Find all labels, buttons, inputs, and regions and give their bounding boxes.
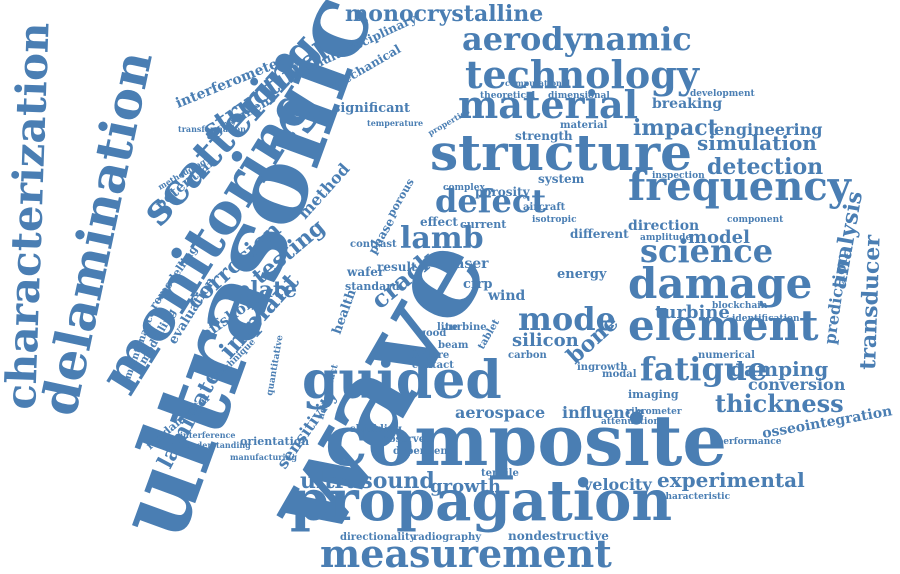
word-dependent: dependent (393, 446, 453, 457)
word-cfrp: cfrp (463, 277, 492, 292)
word-vibrometer: vibrometer (625, 407, 682, 417)
word-modal: modal (602, 369, 637, 380)
word-temperature: temperature (367, 118, 423, 128)
word-aircraft: aircraft (523, 202, 566, 213)
word-simulation: simulation (697, 131, 817, 155)
word-current: current (460, 218, 507, 231)
word-identification: identification (732, 314, 800, 324)
word-porous: porous (384, 176, 416, 219)
word-fatigue: fatigue (640, 350, 767, 388)
word-mode: mode (518, 300, 616, 338)
word-engineering: engineering (714, 120, 822, 139)
word-characteristic: characteristic (660, 492, 731, 502)
word-good: good (419, 328, 446, 339)
word-material: material (458, 82, 638, 127)
word-silicon: silicon (512, 330, 579, 351)
word-theoretical: theoretical (480, 91, 536, 101)
word-significant: significant (333, 101, 410, 116)
word-experimental: experimental (657, 468, 805, 492)
word-contact: contact (412, 360, 454, 371)
word-interference: interference (180, 430, 235, 440)
word-contrast: contrast (350, 239, 397, 250)
word-failure: failure (412, 350, 449, 361)
word-dimensional: dimensional (548, 91, 610, 101)
word-observed: observed (382, 434, 432, 445)
word-monocrystalline: monocrystalline (345, 1, 543, 27)
word-carbon: carbon (508, 350, 547, 361)
word-growth: growth (430, 476, 501, 497)
word-inspection: inspection (652, 171, 705, 181)
word-orientation: orientation (240, 435, 309, 448)
word-influence: influence (562, 403, 645, 422)
word-breaking: breaking (652, 96, 722, 112)
word-science: science (640, 232, 773, 270)
word-strength: strength (515, 129, 573, 143)
word-understanding: understanding (185, 440, 251, 450)
word-thickness: thickness (715, 389, 844, 418)
word-measurement: measurement (320, 531, 612, 574)
word-imaging: imaging (628, 388, 679, 401)
word-computational: computational (505, 78, 570, 88)
word-turbine-small: turbine (445, 322, 487, 333)
word-direction: direction (628, 218, 699, 234)
word-shielding: shielding (350, 424, 402, 435)
word-radiography: radiography (413, 532, 482, 543)
word-tensile: tensile (481, 468, 519, 479)
word-transducer: transducer (855, 234, 886, 370)
word-line: line (437, 322, 458, 333)
word-amplitude: amplitude (640, 233, 691, 243)
word-lamb: lamb (400, 221, 484, 256)
word-structure: structure (430, 123, 692, 182)
word-technology: technology (465, 52, 700, 97)
word-blockchain: blockchain (712, 301, 768, 311)
word-wafer: wafer (346, 265, 385, 279)
word-element: element (628, 301, 819, 350)
word-aerospace: aerospace (455, 403, 545, 422)
word-impact: impact (633, 115, 719, 141)
word-development: development (690, 89, 755, 99)
word-component: component (727, 215, 784, 225)
word-directionality: directionality (340, 532, 417, 543)
word-transformation: transformation (178, 124, 246, 134)
word-porosity: porosity (475, 185, 531, 199)
word-wind: wind (487, 288, 526, 304)
word-detection: detection (707, 154, 823, 180)
word-turbine: turbine (655, 302, 730, 323)
word-ultrasound: ultrasound (300, 468, 435, 494)
word-plate: plate (235, 277, 297, 303)
word-model: model (688, 227, 750, 248)
word-guided: guided (302, 350, 502, 411)
word-attenuation: attenuation (601, 417, 660, 427)
word-material-small: material (560, 120, 608, 131)
word-propagation: propagation (290, 468, 672, 534)
word-system: system (538, 172, 585, 186)
word-damage: damage (628, 259, 812, 308)
word-isotropic: isotropic (532, 215, 577, 225)
word-complex: complex (443, 183, 485, 193)
word-frequency: frequency (628, 163, 853, 210)
word-laser: laser (450, 256, 489, 272)
word-damping: damping (730, 357, 828, 381)
word-performance: performance (717, 437, 782, 447)
word-result: result (377, 260, 417, 274)
word-numerical: numerical (698, 350, 755, 361)
word-defect: defect (435, 182, 546, 220)
word-beam: beam (438, 340, 469, 351)
word-effect: effect (420, 215, 458, 229)
word-conversion: conversion (748, 375, 846, 394)
word-standard: standard (345, 280, 400, 293)
word-prediction: prediction (820, 251, 852, 346)
word-nondestructive: nondestructive (508, 529, 609, 543)
word-velocity: velocity (582, 475, 652, 494)
word-different: different (570, 227, 629, 241)
word-aerodynamic: aerodynamic (462, 20, 692, 58)
word-ingrowth: ingrowth (577, 362, 628, 373)
word-manufacturing: manufacturing (230, 452, 297, 462)
word-energy: energy (557, 267, 607, 282)
word-composite: composite (325, 399, 727, 482)
